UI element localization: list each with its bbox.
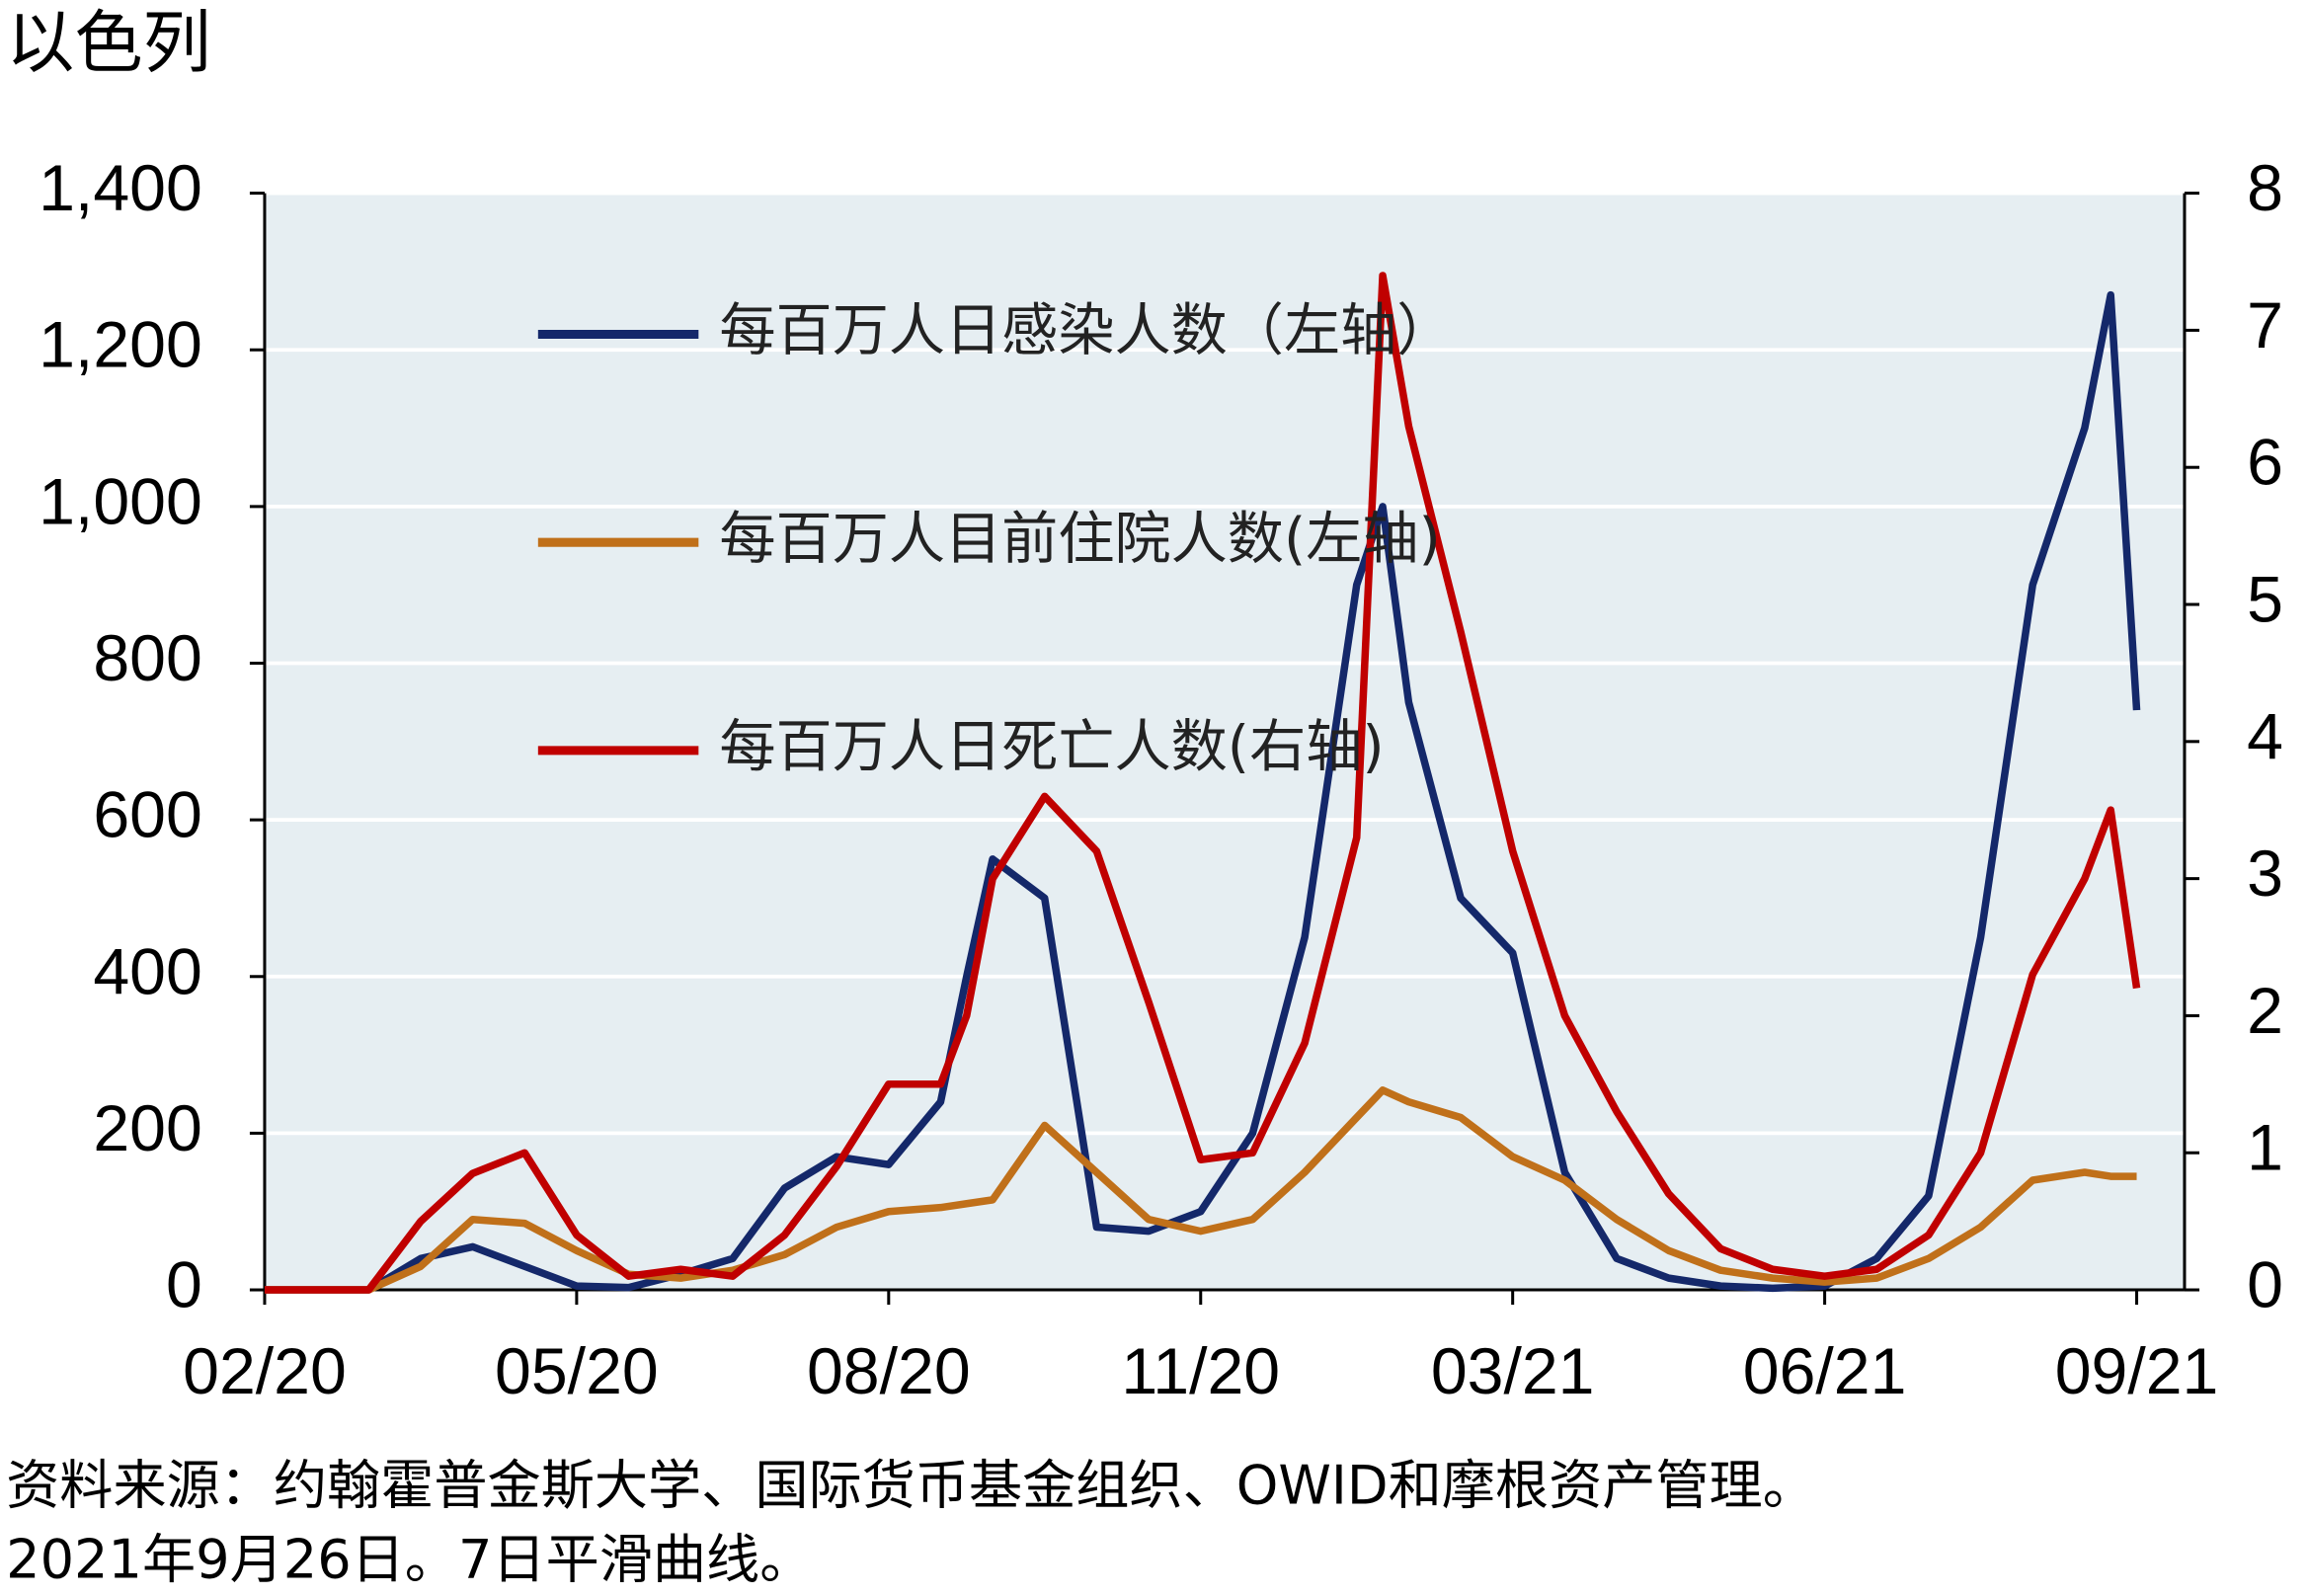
x-tick-label: 03/21 <box>1431 1335 1595 1408</box>
y2-tick-label: 2 <box>2247 975 2283 1048</box>
x-tick-label: 09/21 <box>2055 1335 2219 1408</box>
y2-tick-label: 1 <box>2247 1112 2283 1185</box>
y-tick-label: 0 <box>166 1249 202 1322</box>
y2-tick-label: 3 <box>2247 838 2283 911</box>
y2-tick-label: 8 <box>2247 152 2283 225</box>
x-tick-label: 02/20 <box>183 1335 347 1408</box>
source: 资料来源：约翰霍普金斯大学、国际货币基金组织、OWID和摩根资产管理。 <box>6 1454 1816 1516</box>
y-tick-label: 1,400 <box>39 152 202 225</box>
y2-tick-label: 4 <box>2247 700 2283 773</box>
x-tick-label: 05/20 <box>495 1335 659 1408</box>
y-tick-label: 200 <box>93 1092 201 1165</box>
series-line <box>264 1086 2137 1294</box>
y-tick-label: 1,200 <box>39 309 202 382</box>
plot-background <box>264 193 2185 1291</box>
y2-tick-label: 5 <box>2247 564 2283 637</box>
y-tick-label: 1,000 <box>39 465 202 538</box>
legend-label: 每百万人目前住院人数(左轴) <box>719 507 1440 572</box>
y2-tick-label: 6 <box>2247 427 2283 500</box>
legend-label: 每百万人日死亡人数(右轴) <box>719 714 1384 779</box>
chart-title: 以色列 <box>6 4 211 83</box>
y-tick-label: 600 <box>93 779 201 852</box>
x-tick-label: 06/21 <box>1743 1335 1907 1408</box>
note: 2021年9月26日。7日平滑曲线。 <box>6 1529 813 1591</box>
x-tick-label: 08/20 <box>807 1335 971 1408</box>
y2-tick-label: 7 <box>2247 289 2283 362</box>
y2-tick-label: 0 <box>2247 1249 2283 1322</box>
y-tick-label: 400 <box>93 935 201 1008</box>
y-tick-label: 800 <box>93 622 201 695</box>
legend-label: 每百万人日感染人数（左轴） <box>719 298 1453 363</box>
series-line <box>264 272 2141 1294</box>
x-tick-label: 11/20 <box>1121 1335 1280 1408</box>
